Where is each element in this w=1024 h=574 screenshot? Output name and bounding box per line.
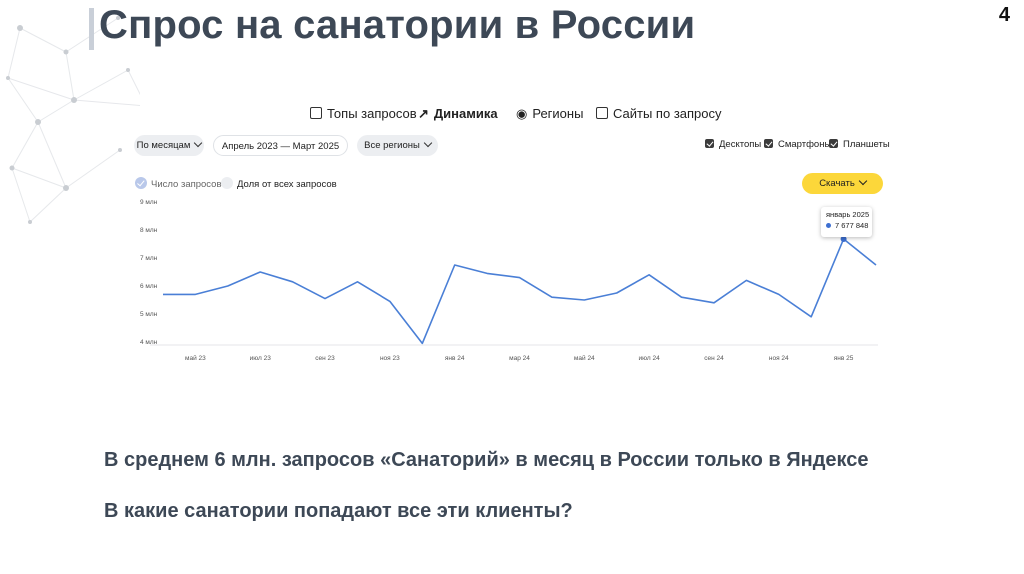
checkbox-label: Планшеты xyxy=(843,139,890,150)
x-tick-label: июл 24 xyxy=(639,355,661,362)
network-decoration xyxy=(6,16,140,224)
chevron-down-icon xyxy=(858,176,868,186)
metric-label: Число запросов xyxy=(151,179,222,190)
caption-question: В какие санатории попадают все эти клиен… xyxy=(104,500,573,522)
y-tick-label: 8 млн xyxy=(140,227,158,234)
radio-unchecked-icon xyxy=(221,177,233,189)
chevron-down-icon xyxy=(194,138,203,148)
period-type-label: По месяцам xyxy=(136,140,191,151)
chevron-down-icon xyxy=(423,138,433,148)
regions-select[interactable]: Все регионы xyxy=(357,135,438,156)
checkbox-tablets[interactable]: Планшеты xyxy=(829,139,890,150)
chart-tooltip: январь 2025 7 677 848 xyxy=(821,207,872,237)
x-tick-label: июл 23 xyxy=(250,355,272,362)
y-tick-label: 4 млн xyxy=(140,339,158,346)
x-tick-label: ноя 24 xyxy=(769,355,789,362)
tooltip-value: 7 677 848 xyxy=(835,221,869,230)
x-tick-label: май 23 xyxy=(185,354,206,362)
x-tick-label: ноя 23 xyxy=(380,355,400,362)
y-tick-label: 6 млн xyxy=(140,283,158,290)
site-icon xyxy=(596,107,608,119)
date-range-label: Апрель 2023 — Март 2025 xyxy=(221,141,340,152)
checkbox-smartphones[interactable]: Смартфоны xyxy=(764,139,831,150)
checkbox-label: Смартфоны xyxy=(778,139,832,150)
metric-share[interactable]: Доля от всех запросов xyxy=(221,177,337,190)
title-accent-bar xyxy=(89,8,94,50)
date-range-select[interactable]: Апрель 2023 — Март 2025 xyxy=(213,135,348,156)
x-tick-label: сен 23 xyxy=(315,355,335,362)
highlight-point xyxy=(840,235,847,242)
y-tick-label: 7 млн xyxy=(140,255,158,262)
page-number: 4 xyxy=(998,4,1010,26)
tab-label: Топы запросов xyxy=(327,106,417,121)
checkbox-desktops[interactable]: Десктопы xyxy=(705,139,761,150)
checkbox-checked-icon xyxy=(705,139,714,148)
regions-label: Все регионы xyxy=(364,140,420,151)
checkbox-checked-icon xyxy=(764,139,773,148)
slide-title: Спрос на санатории в России xyxy=(99,3,696,47)
metric-query-count[interactable]: Число запросов xyxy=(135,177,222,190)
x-tick-label: май 24 xyxy=(574,354,595,362)
tab-label: Сайты по запросу xyxy=(613,106,722,121)
x-tick-label: сен 24 xyxy=(704,355,724,362)
tab-sites[interactable]: Сайты по запросу xyxy=(596,106,722,121)
metric-label: Доля от всех запросов xyxy=(237,179,337,190)
series-line xyxy=(163,238,877,345)
query-dynamics-chart: 4 млн 5 млн 6 млн 7 млн 8 млн 9 млн май 23 июл … xyxy=(140,199,878,362)
checkbox-checked-icon xyxy=(829,139,838,148)
tab-dynamics[interactable]: ↗ Динамика xyxy=(418,106,498,122)
download-button[interactable]: Скачать xyxy=(802,173,883,194)
y-tick-label: 9 млн xyxy=(140,199,158,206)
globe-icon: ◉ xyxy=(516,106,528,121)
y-tick-label: 5 млн xyxy=(140,311,158,318)
tab-top-queries[interactable]: Топы запросов xyxy=(310,106,417,121)
tab-label: Динамика xyxy=(433,106,498,121)
series-dot-icon xyxy=(826,223,831,228)
download-label: Скачать xyxy=(819,178,855,189)
x-tick-label: янв 25 xyxy=(834,355,854,362)
tab-regions[interactable]: ◉ Регионы xyxy=(516,106,583,122)
x-tick-label: мар 24 xyxy=(509,355,530,362)
radio-checked-icon xyxy=(135,177,147,189)
tooltip-date: январь 2025 xyxy=(826,210,870,219)
checkbox-label: Десктопы xyxy=(719,139,762,150)
wordstat-tabs: Топы запросов ↗ Динамика ◉ Регионы Сайты п… xyxy=(310,106,730,122)
trend-icon: ↗ xyxy=(418,106,429,121)
period-type-select[interactable]: По месяцам xyxy=(134,135,204,156)
tab-label: Регионы xyxy=(532,106,584,121)
caption-average: В среднем 6 млн. запросов «Санаторий» в … xyxy=(104,449,869,471)
list-icon xyxy=(310,107,322,119)
x-tick-label: янв 24 xyxy=(445,355,465,362)
